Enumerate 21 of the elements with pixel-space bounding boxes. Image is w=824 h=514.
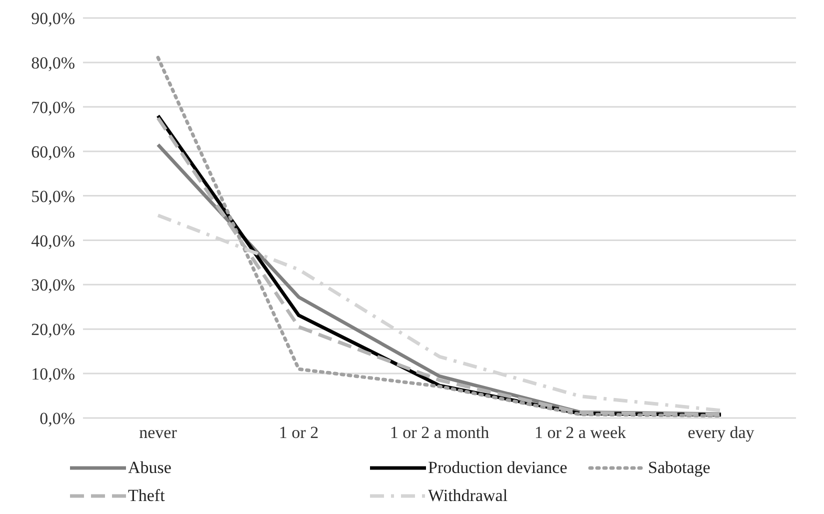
- legend-label: Production deviance: [428, 458, 568, 478]
- y-tick-label: 10,0%: [31, 364, 75, 384]
- x-tick-label: 1 or 2 a month: [390, 423, 490, 442]
- legend-label: Withdrawal: [428, 486, 508, 506]
- y-tick-label: 60,0%: [31, 142, 75, 162]
- x-tick-label: never: [139, 423, 178, 442]
- y-tick-label: 30,0%: [31, 276, 75, 295]
- y-tick-label: 50,0%: [31, 186, 75, 206]
- y-tick-label: 20,0%: [31, 320, 75, 340]
- legend-label: Sabotage: [648, 458, 710, 478]
- y-tick-label: 80,0%: [31, 53, 75, 72]
- x-tick-label: every day: [688, 423, 755, 442]
- legend-label: Theft: [128, 486, 165, 506]
- x-tick-label: 1 or 2: [278, 423, 319, 442]
- x-tick-label: 1 or 2 a week: [534, 423, 627, 442]
- y-tick-label: 70,0%: [31, 98, 75, 117]
- legend-label: Abuse: [128, 458, 172, 478]
- y-tick-label: 0,0%: [40, 409, 75, 428]
- y-tick-label: 40,0%: [31, 231, 75, 250]
- y-tick-label: 90,0%: [31, 9, 75, 28]
- line-series: [156, 56, 723, 418]
